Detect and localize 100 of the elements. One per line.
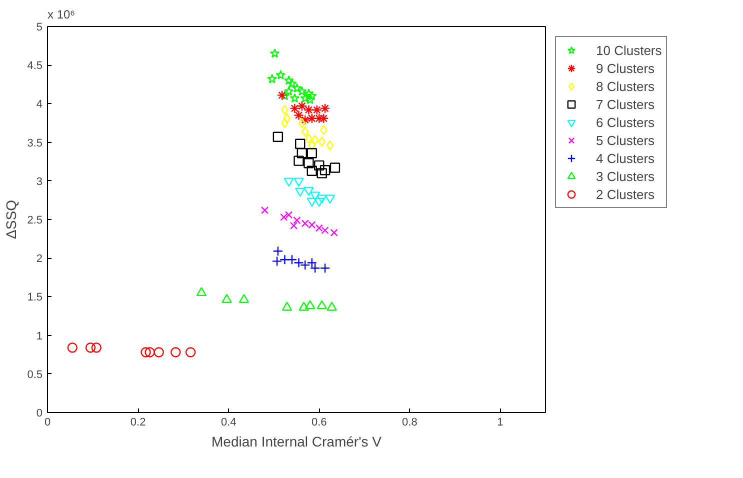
point	[280, 254, 290, 265]
point	[314, 198, 324, 207]
point	[170, 347, 181, 358]
point	[330, 228, 338, 236]
point	[305, 94, 315, 104]
point	[267, 74, 277, 84]
point	[298, 302, 309, 311]
point	[320, 103, 330, 114]
point	[272, 246, 284, 256]
point	[326, 302, 337, 311]
y-axis-title: ΔSSQ	[3, 200, 20, 239]
point	[295, 188, 306, 197]
point	[144, 347, 155, 358]
y-tick-label: 2.5	[27, 214, 43, 226]
point	[286, 254, 298, 265]
y-tick-label: 4	[36, 98, 43, 111]
point	[276, 90, 288, 100]
point	[316, 300, 327, 310]
point	[284, 75, 294, 85]
point	[222, 294, 232, 303]
point	[326, 140, 334, 150]
point	[314, 160, 324, 171]
point	[293, 216, 301, 224]
y-tick-label: 1.5	[27, 292, 43, 304]
point	[284, 178, 294, 187]
point	[294, 156, 304, 166]
y-tick-label: 2	[36, 253, 43, 266]
point	[283, 113, 291, 124]
point	[306, 198, 317, 207]
x-tick-label: 0.8	[402, 416, 418, 428]
point	[311, 134, 319, 146]
point	[282, 302, 292, 311]
point	[306, 166, 317, 176]
x-tick-label: 0	[44, 416, 51, 428]
point	[324, 194, 336, 204]
point	[316, 168, 327, 178]
point	[320, 263, 330, 274]
point	[304, 88, 314, 98]
legend-label: 2 Clusters	[596, 186, 655, 203]
legend-label: 6 Clusters	[596, 114, 655, 131]
point	[290, 222, 298, 230]
text: x 10⁶	[48, 8, 76, 22]
point	[272, 256, 282, 266]
point	[292, 83, 302, 92]
point	[91, 342, 102, 353]
y-tick-label: 5	[36, 22, 43, 34]
point	[307, 90, 317, 100]
y-tick-label: 0	[36, 408, 43, 420]
point	[294, 178, 304, 187]
legend-label: 3 Clusters	[596, 168, 655, 185]
point	[304, 186, 314, 196]
point	[185, 347, 196, 358]
y-tick-label: 4.5	[27, 60, 43, 72]
point	[261, 206, 269, 214]
legend-label: 8 Clusters	[596, 78, 655, 95]
point	[284, 86, 294, 96]
point	[140, 347, 151, 358]
y-tick-label: 1	[36, 330, 43, 342]
point	[294, 110, 304, 120]
point	[298, 118, 306, 128]
point	[281, 104, 288, 115]
point	[310, 263, 320, 274]
point	[238, 294, 250, 303]
legend-label: 5 Clusters	[596, 132, 655, 149]
point	[272, 132, 284, 142]
y-tick-label: 3	[36, 176, 43, 188]
point	[294, 258, 304, 268]
x-tick-label: 0.6	[311, 416, 327, 428]
point	[304, 104, 314, 115]
x-axis-title: Median Internal Cramér's V	[212, 434, 382, 450]
point	[306, 113, 317, 124]
point	[270, 48, 280, 58]
legend-label: 10 Clusters	[596, 42, 662, 59]
point	[304, 300, 316, 310]
point	[320, 164, 330, 176]
point	[296, 148, 308, 158]
legend-label: 7 Clusters	[596, 96, 655, 113]
x-tick-label: 0.2	[130, 416, 146, 428]
legend-label: 9 Clusters	[596, 60, 655, 77]
point	[306, 148, 317, 158]
point	[297, 86, 307, 96]
point	[290, 103, 300, 114]
point	[308, 140, 316, 150]
point	[316, 194, 327, 204]
point	[312, 104, 322, 115]
x-tick-label: 1	[497, 416, 504, 428]
legend-label: 4 Clusters	[596, 150, 655, 167]
point	[85, 342, 96, 353]
point	[154, 347, 164, 358]
point	[295, 138, 306, 149]
point	[67, 342, 78, 353]
x-tick-label: 0.4	[220, 416, 236, 428]
point	[196, 287, 207, 296]
point	[290, 93, 300, 103]
point	[287, 78, 297, 88]
point	[276, 70, 286, 80]
point	[296, 100, 308, 112]
point	[300, 114, 310, 126]
y-tick-label: 0.5	[27, 368, 43, 381]
point	[300, 93, 310, 103]
